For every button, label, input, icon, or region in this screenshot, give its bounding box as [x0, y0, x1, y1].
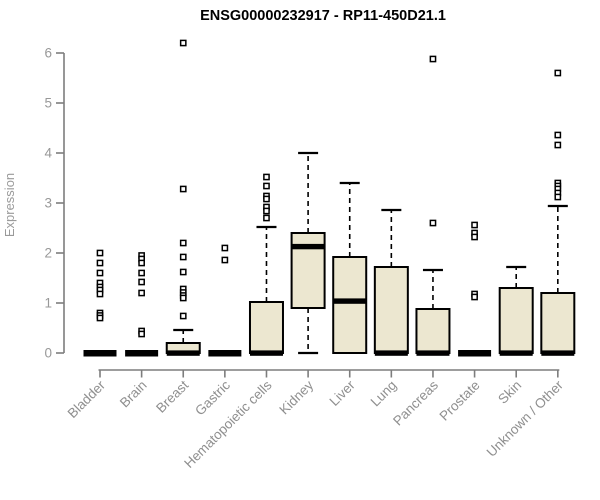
median-line [499, 350, 533, 356]
median-line [249, 350, 283, 356]
outlier-point [138, 259, 145, 267]
outlier-point [263, 195, 270, 203]
iqr-box [415, 308, 451, 354]
outlier-point [179, 294, 187, 302]
boxplot-group-pancreas [415, 55, 451, 356]
boxplot-group-unknown-other [540, 69, 576, 356]
boxplot-group-brain [125, 252, 159, 357]
x-tick-label-skin: Skin [495, 378, 524, 407]
x-tick-label-liver: Liver [327, 377, 359, 409]
outlier-point [179, 268, 187, 276]
y-tick-label: 2 [44, 246, 52, 261]
outlier-point [471, 233, 478, 241]
boxplot-group-kidney [290, 151, 326, 355]
outlier-point [221, 256, 229, 264]
median-line [541, 350, 575, 356]
flat-box [208, 350, 242, 357]
outlier-point [96, 269, 104, 277]
boxplot-group-gastric [208, 244, 242, 357]
boxplot-group-breast [165, 39, 201, 356]
outlier-point [138, 269, 145, 277]
outlier-point [179, 253, 187, 261]
x-tick-label-unknown-other: Unknown / Other [484, 377, 567, 460]
outlier-point [221, 244, 229, 252]
x-tick-label-breast: Breast [153, 377, 191, 415]
outlier-point [554, 69, 562, 77]
outlier-point [179, 185, 187, 193]
boxplot-group-liver [332, 181, 368, 354]
outlier-point [263, 173, 270, 181]
outlier-point [96, 314, 104, 322]
plot-area: 0 1 2 3 4 5 6 Bladder Brain Breast GastricHematopo… [44, 39, 576, 471]
outlier-point [138, 278, 145, 286]
x-tick-label-gastric: Gastric [192, 377, 233, 418]
flat-box [125, 350, 159, 357]
boxplot-group-prostate [458, 221, 492, 357]
flat-box [458, 350, 492, 357]
x-tick-label-pancreas: Pancreas [390, 377, 441, 428]
outlier-point [554, 193, 562, 201]
x-tick-label-bladder: Bladder [65, 377, 109, 421]
outlier-point [263, 214, 270, 222]
y-axis-title: Expression [2, 173, 17, 237]
outlier-point [96, 259, 104, 267]
median-line [166, 350, 200, 356]
boxplot-group-lung [373, 208, 409, 356]
median-line [416, 350, 450, 356]
outlier-point [179, 312, 187, 320]
median-line [291, 243, 325, 250]
boxplot-group-bladder [83, 249, 117, 357]
median-line [333, 298, 367, 304]
outlier-point [138, 289, 145, 297]
y-tick-label: 1 [44, 296, 52, 311]
flat-box [83, 350, 117, 357]
iqr-box [332, 256, 368, 354]
outlier-point [263, 182, 270, 190]
iqr-box [248, 301, 284, 354]
boxplot-group-skin [498, 265, 534, 356]
y-tick-label: 3 [44, 196, 52, 211]
y-tick-label: 5 [44, 96, 52, 111]
outlier-point [96, 290, 104, 298]
outlier-point [263, 207, 270, 215]
outlier-point [554, 131, 562, 139]
y-axis: 0 1 2 3 4 5 6 [44, 46, 65, 361]
outlier-point [471, 293, 478, 301]
x-tick-label-prostate: Prostate [437, 378, 483, 424]
outlier-point [179, 39, 187, 47]
outlier-point [471, 221, 478, 229]
x-tick-label-brain: Brain [117, 378, 150, 411]
x-tick-label-lung: Lung [368, 378, 400, 410]
y-tick-label: 6 [44, 46, 52, 61]
chart-title: ENSG00000232917 - RP11-450D21.1 [200, 8, 446, 24]
outlier-point [179, 239, 187, 247]
outlier-point [554, 141, 562, 149]
x-tick-label-kidney: Kidney [276, 377, 316, 417]
iqr-box [373, 266, 409, 354]
median-line [374, 350, 408, 356]
outlier-point [429, 55, 437, 63]
iqr-box [498, 287, 534, 354]
iqr-box [540, 292, 576, 354]
boxplot-group-hematopoietic-cells [248, 173, 284, 356]
outlier-point [138, 330, 145, 338]
y-tick-label: 4 [44, 146, 52, 161]
y-tick-label: 0 [44, 346, 52, 361]
outlier-point [96, 249, 104, 257]
outlier-point [429, 219, 437, 227]
